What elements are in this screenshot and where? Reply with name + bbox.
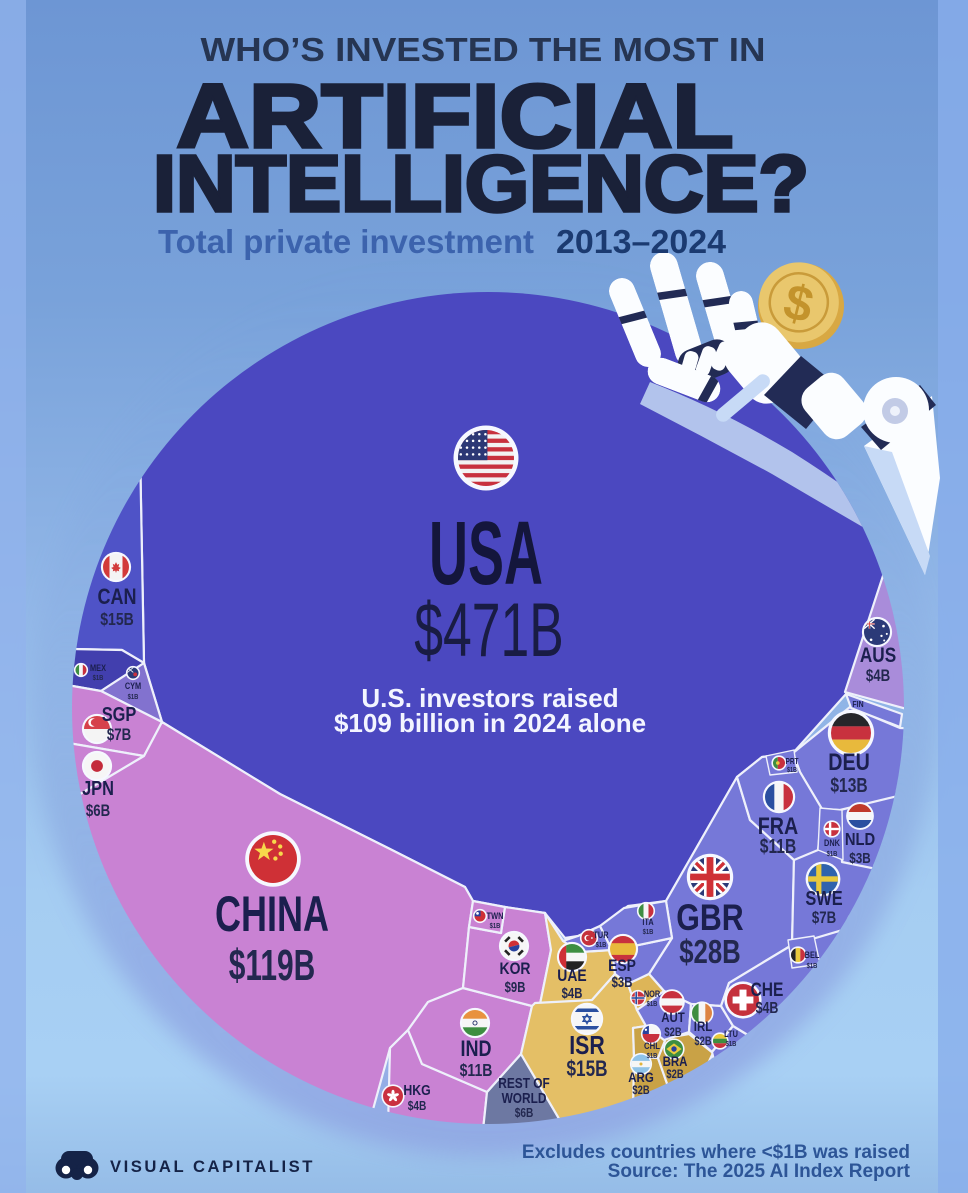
svg-text:CHINA: CHINA bbox=[215, 887, 329, 942]
svg-text:$9B: $9B bbox=[505, 979, 526, 996]
svg-text:MEX: MEX bbox=[90, 663, 106, 673]
svg-text:$7B: $7B bbox=[107, 726, 131, 745]
svg-text:$6B: $6B bbox=[86, 802, 110, 821]
svg-text:Excludes countries where <$1B: Excludes countries where <$1B was raised bbox=[522, 1142, 910, 1163]
svg-text:NOR: NOR bbox=[644, 989, 660, 999]
svg-text:Total private investment: Total private investment bbox=[158, 223, 534, 260]
svg-text:BRA: BRA bbox=[663, 1053, 688, 1069]
svg-text:UAE: UAE bbox=[557, 967, 586, 986]
svg-text:CHE: CHE bbox=[751, 979, 784, 1001]
svg-text:PRT: PRT bbox=[785, 756, 799, 766]
svg-text:$4B: $4B bbox=[408, 1099, 427, 1113]
svg-text:IND: IND bbox=[460, 1037, 491, 1061]
svg-text:$15B: $15B bbox=[100, 609, 134, 629]
svg-text:FIN: FIN bbox=[852, 699, 864, 709]
svg-text:AUS: AUS bbox=[860, 645, 897, 668]
svg-text:$3B: $3B bbox=[612, 974, 633, 991]
svg-text:$13B: $13B bbox=[830, 774, 867, 796]
svg-text:$2B: $2B bbox=[632, 1084, 649, 1097]
svg-text:HKG: HKG bbox=[403, 1082, 430, 1098]
svg-text:LTU: LTU bbox=[724, 1029, 738, 1039]
svg-text:ARTIFICIAL: ARTIFICIAL bbox=[177, 67, 734, 167]
svg-text:WHO’S INVESTED THE MOST IN: WHO’S INVESTED THE MOST IN bbox=[201, 31, 766, 68]
svg-text:$1B: $1B bbox=[490, 922, 501, 930]
svg-text:$11B: $11B bbox=[460, 1060, 493, 1080]
svg-text:TUR: TUR bbox=[593, 930, 608, 940]
svg-text:GBR: GBR bbox=[676, 897, 743, 939]
svg-text:REST OF: REST OF bbox=[498, 1075, 549, 1091]
svg-text:$471B: $471B bbox=[414, 587, 563, 672]
svg-text:$1B: $1B bbox=[647, 1000, 658, 1008]
svg-text:DNK: DNK bbox=[824, 838, 840, 848]
svg-text:$1B: $1B bbox=[128, 693, 139, 701]
svg-text:VISUAL CAPITALIST: VISUAL CAPITALIST bbox=[110, 1158, 315, 1176]
svg-text:Source: The 2025 AI Index Repo: Source: The 2025 AI Index Report bbox=[608, 1161, 911, 1182]
svg-text:$7B: $7B bbox=[812, 909, 836, 928]
svg-text:$1B: $1B bbox=[827, 850, 838, 858]
svg-text:CAN: CAN bbox=[97, 585, 136, 609]
svg-text:AUT: AUT bbox=[661, 1009, 685, 1025]
svg-text:$6B: $6B bbox=[515, 1106, 534, 1120]
svg-text:ARG: ARG bbox=[628, 1069, 654, 1085]
svg-text:$4B: $4B bbox=[756, 1000, 779, 1018]
svg-text:$109 billion in 2024 alone: $109 billion in 2024 alone bbox=[334, 708, 646, 738]
svg-text:U.S. investors raised: U.S. investors raised bbox=[361, 683, 618, 713]
svg-text:$1B: $1B bbox=[787, 766, 797, 774]
svg-text:$3B: $3B bbox=[849, 850, 871, 867]
svg-text:ISR: ISR bbox=[569, 1031, 605, 1061]
svg-text:$1B: $1B bbox=[726, 1040, 737, 1048]
svg-text:$15B: $15B bbox=[566, 1057, 607, 1082]
svg-text:$11B: $11B bbox=[760, 835, 796, 857]
svg-text:CHL: CHL bbox=[644, 1040, 661, 1051]
svg-text:WORLD: WORLD bbox=[502, 1090, 547, 1106]
svg-text:$1B: $1B bbox=[647, 1052, 658, 1060]
svg-text:$4B: $4B bbox=[562, 985, 583, 1002]
svg-text:$119B: $119B bbox=[229, 940, 315, 989]
svg-text:$1B: $1B bbox=[596, 941, 607, 949]
svg-text:BEL: BEL bbox=[805, 950, 820, 960]
svg-text:$1B: $1B bbox=[807, 962, 818, 970]
svg-text:SGP: SGP bbox=[102, 702, 137, 725]
svg-text:FRA: FRA bbox=[758, 812, 799, 839]
svg-text:KOR: KOR bbox=[500, 960, 531, 979]
svg-text:NLD: NLD bbox=[845, 830, 875, 850]
svg-text:$28B: $28B bbox=[679, 934, 741, 971]
svg-text:CYM: CYM bbox=[125, 681, 142, 691]
svg-text:$4B: $4B bbox=[866, 667, 890, 686]
svg-text:2013–2024: 2013–2024 bbox=[556, 223, 727, 260]
svg-text:ITA: ITA bbox=[642, 917, 653, 927]
svg-text:IRL: IRL bbox=[694, 1018, 713, 1034]
svg-text:TWN: TWN bbox=[487, 911, 504, 921]
svg-text:INTELLIGENCE?: INTELLIGENCE? bbox=[153, 139, 809, 228]
svg-text:$1B: $1B bbox=[643, 928, 654, 936]
svg-text:$2B: $2B bbox=[666, 1068, 683, 1081]
svg-text:USA: USA bbox=[429, 503, 543, 604]
svg-text:ESP: ESP bbox=[608, 957, 636, 976]
svg-text:DEU: DEU bbox=[828, 748, 870, 775]
svg-text:$2B: $2B bbox=[664, 1026, 681, 1039]
svg-text:SWE: SWE bbox=[805, 886, 842, 909]
svg-text:$2B: $2B bbox=[694, 1035, 711, 1048]
svg-text:$1B: $1B bbox=[93, 674, 104, 682]
svg-text:JPN: JPN bbox=[82, 776, 114, 799]
